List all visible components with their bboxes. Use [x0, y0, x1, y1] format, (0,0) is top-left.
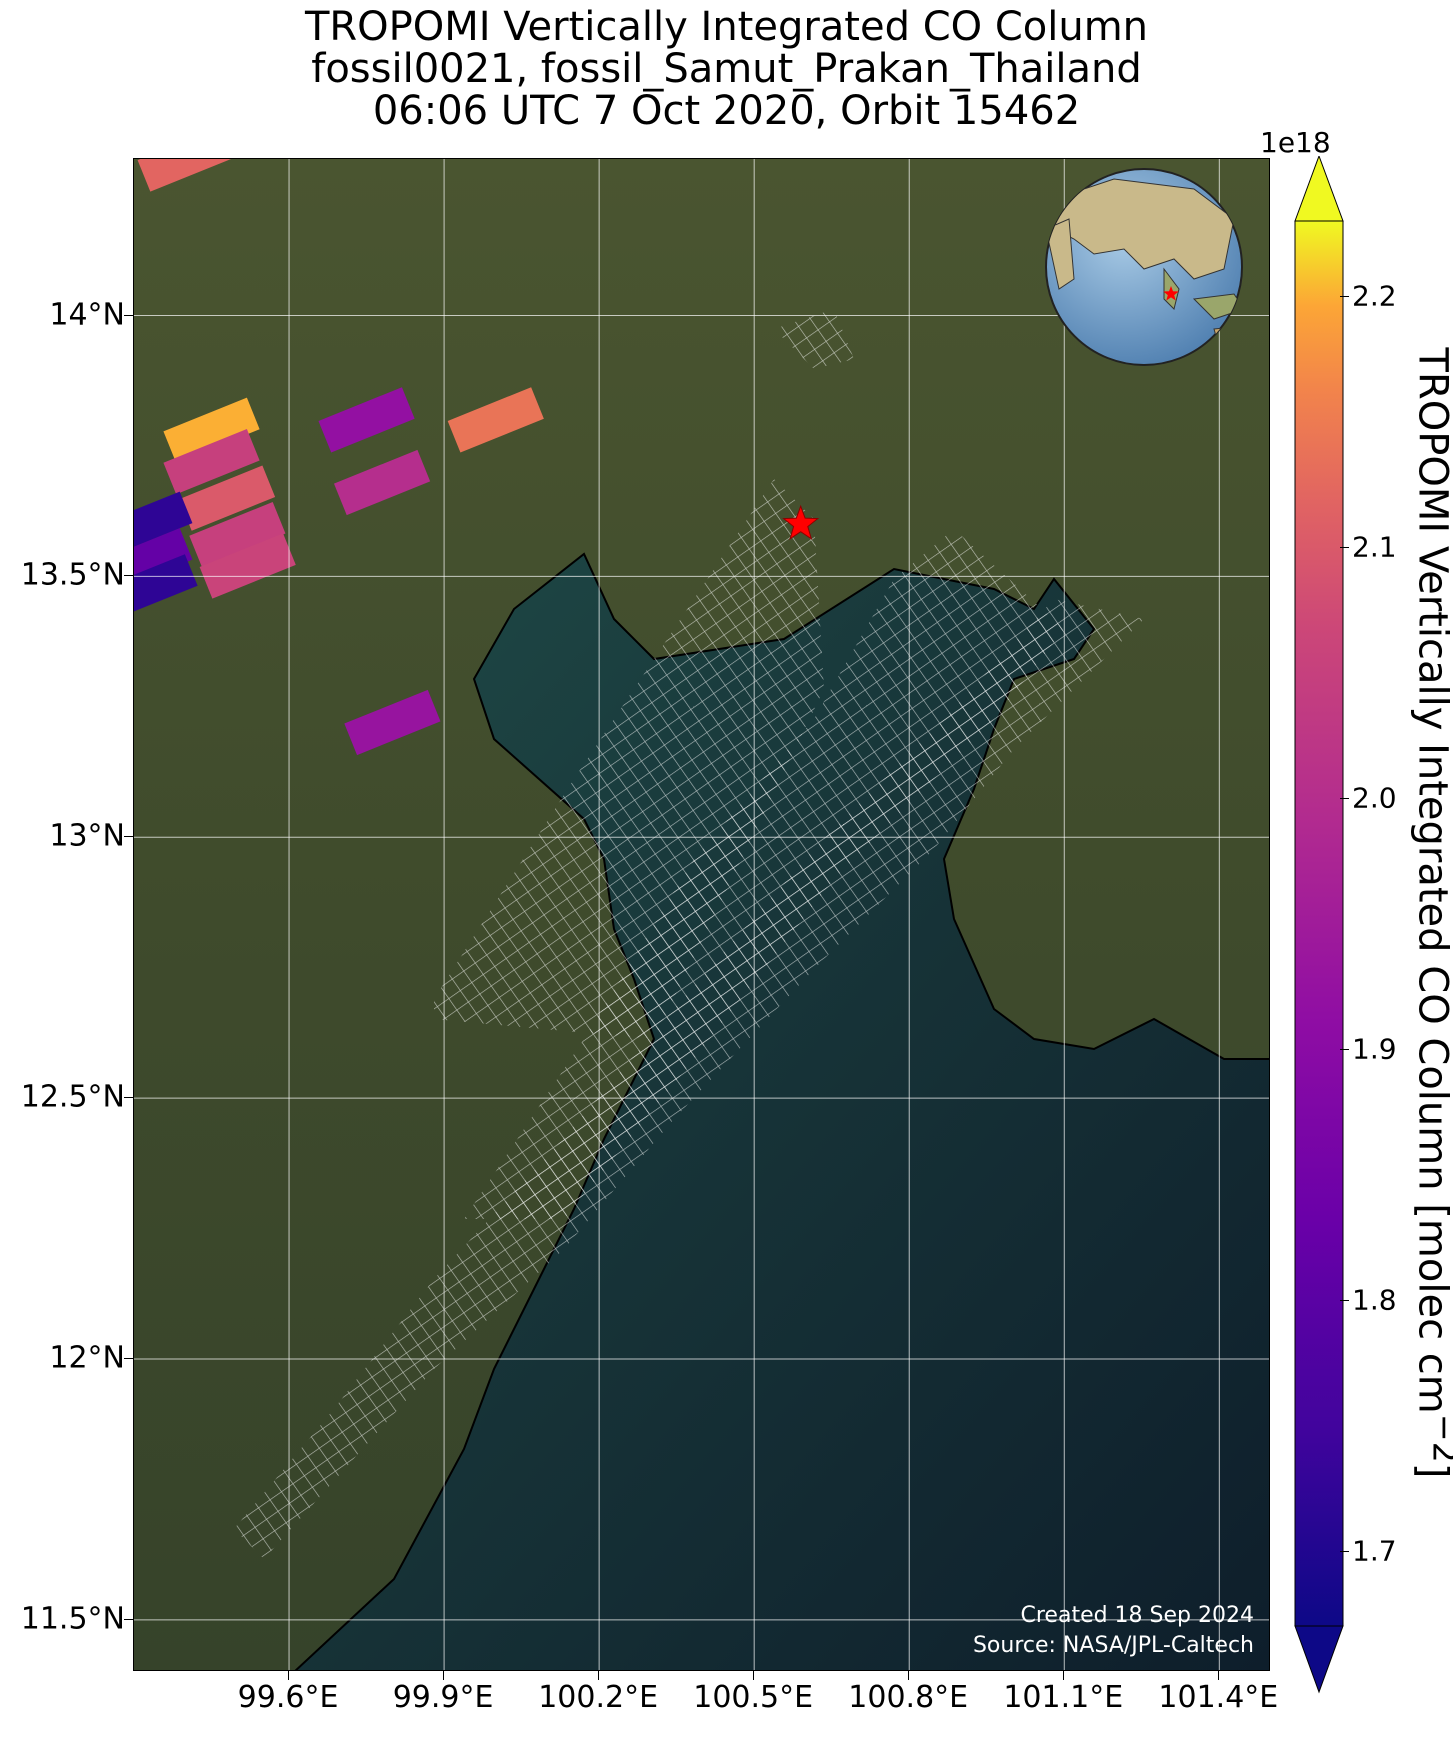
lat-tick-mark	[124, 836, 133, 838]
co-pixel	[178, 465, 276, 531]
co-pixel	[189, 502, 286, 568]
colorbar-extend-min	[1294, 1625, 1344, 1694]
map-panel[interactable]: Created 18 Sep 2024 Source: NASA/JPL-Cal…	[133, 158, 1270, 1671]
co-pixel	[134, 554, 198, 620]
lat-tick-mark	[124, 314, 133, 316]
colorbar-tick-mark	[1340, 547, 1349, 549]
title-line-3: 06:06 UTC 7 Oct 2020, Orbit 15462	[372, 88, 1081, 134]
colorbar-tick-mark	[1340, 1550, 1349, 1552]
inset-globe	[1045, 168, 1243, 366]
lon-tick-mark	[288, 1671, 290, 1680]
co-pixel-layer	[134, 159, 544, 756]
colorbar-tick-mark	[1340, 798, 1349, 800]
swath-segment-3	[234, 599, 1144, 1559]
co-pixel	[134, 491, 193, 557]
lon-tick-label: 99.9°E	[392, 1680, 494, 1715]
lat-tick-label: 14°N	[49, 297, 125, 333]
colorbar-tick-label: 1.8	[1352, 1283, 1397, 1317]
lon-tick-mark	[753, 1671, 755, 1680]
globe-site-marker-icon	[1163, 286, 1179, 301]
co-pixel	[163, 428, 260, 495]
colorbar-tick-mark	[1340, 1299, 1349, 1301]
colorbar-exponent: 1e18	[1260, 126, 1331, 159]
co-pixel	[163, 397, 260, 463]
colorbar-tick-label: 2.0	[1352, 781, 1397, 815]
map-canvas[interactable]	[134, 159, 1270, 1671]
co-pixel	[447, 387, 544, 453]
colorbar-tick-label: 2.2	[1352, 279, 1397, 313]
colorbar-extend-max	[1294, 156, 1344, 222]
lat-tick-label: 11.5°N	[20, 1601, 125, 1637]
colorbar-tick-label: 2.1	[1352, 530, 1397, 564]
swath-segment-2	[464, 529, 1064, 1219]
tropomi-swath-outlines	[234, 309, 1144, 1559]
gulf-of-thailand-water	[296, 554, 1269, 1670]
lon-tick-label: 101.4°E	[1158, 1680, 1279, 1715]
lat-tick-mark	[124, 1357, 133, 1359]
colorbar-gradient	[1294, 220, 1344, 1627]
colorbar-label-superscript: −2	[1425, 1413, 1453, 1463]
co-pixel	[318, 387, 415, 453]
lon-tick-mark	[908, 1671, 910, 1680]
lon-tick-mark	[598, 1671, 600, 1680]
lat-tick-label: 13.5°N	[20, 557, 125, 593]
site-marker-star[interactable]	[782, 504, 820, 540]
co-pixel	[344, 689, 441, 756]
colorbar-label-end: ]	[1409, 1462, 1453, 1479]
co-pixel	[137, 159, 234, 192]
globe-landmass-asia	[1053, 178, 1235, 280]
lat-tick-label: 12°N	[49, 1340, 125, 1376]
lat-tick-mark	[124, 575, 133, 577]
co-pixel	[134, 528, 193, 594]
lon-tick-mark	[1063, 1671, 1065, 1680]
lon-tick-mark	[443, 1671, 445, 1680]
colorbar-label: TROPOMI Vertically Integrated CO Column …	[1409, 348, 1453, 1479]
globe-landmass-india	[1046, 218, 1075, 290]
lat-tick-mark	[124, 1097, 133, 1099]
title-line-2: fossil0021, fossil_Samut_Prakan_Thailand	[311, 46, 1142, 92]
credit-source: Source: NASA/JPL-Caltech	[972, 1633, 1254, 1658]
lon-tick-label: 101.1°E	[1003, 1680, 1124, 1715]
colorbar-tick-label: 1.9	[1352, 1032, 1397, 1066]
colorbar	[1294, 156, 1344, 1694]
colorbar-tick-mark	[1340, 296, 1349, 298]
title-line-1: TROPOMI Vertically Integrated CO Column	[304, 4, 1149, 50]
credit-created: Created 18 Sep 2024	[1020, 1603, 1255, 1628]
lon-tick-mark	[1218, 1671, 1220, 1680]
swath-segment-4	[774, 309, 854, 369]
lon-tick-label: 100.5°E	[693, 1680, 814, 1715]
lat-tick-label: 13°N	[49, 818, 125, 854]
lon-tick-label: 99.6°E	[237, 1680, 339, 1715]
swath-segment-1	[434, 479, 824, 1039]
lat-tick-label: 12.5°N	[20, 1079, 125, 1115]
lon-tick-label: 100.8°E	[848, 1680, 969, 1715]
colorbar-tick-label: 1.7	[1352, 1534, 1397, 1568]
colorbar-label-text: TROPOMI Vertically Integrated CO Column …	[1409, 347, 1453, 1414]
co-pixel	[333, 449, 431, 516]
co-pixel	[199, 533, 296, 599]
lon-tick-label: 100.2°E	[538, 1680, 659, 1715]
colorbar-tick-mark	[1340, 1048, 1349, 1050]
lat-tick-mark	[124, 1618, 133, 1620]
